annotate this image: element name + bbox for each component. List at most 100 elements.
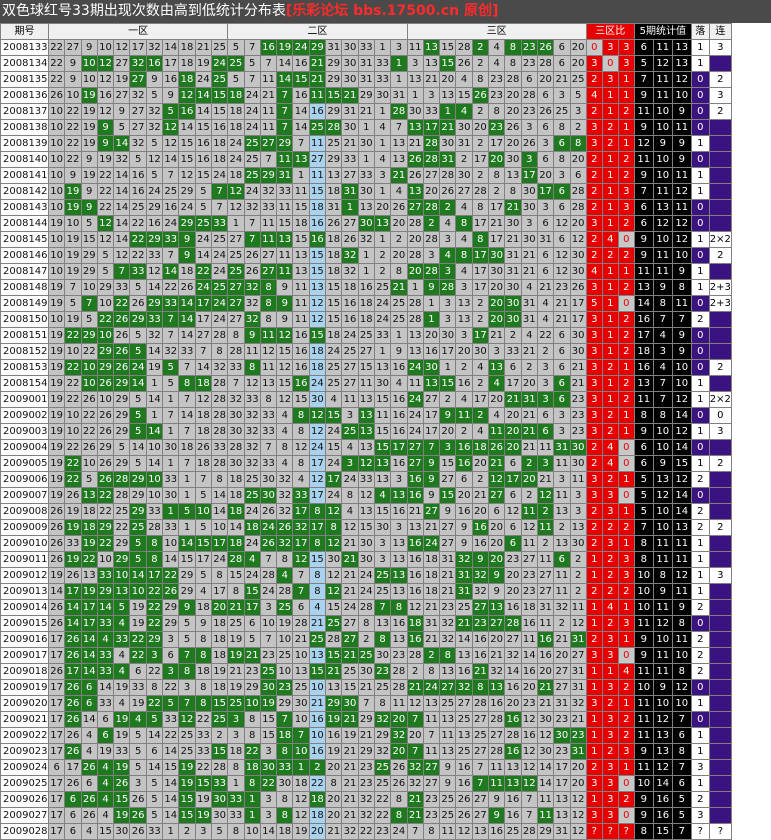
count-cell: 11 <box>390 695 408 712</box>
stat-cell: 12 <box>652 711 673 728</box>
count-cell: 24 <box>308 439 327 456</box>
count-cell: 30 <box>569 343 587 360</box>
count-cell: 8 <box>243 359 261 376</box>
count-cell: 11 <box>553 487 571 504</box>
stat-cell: 9 <box>633 423 654 440</box>
count-cell: 4 <box>80 743 98 760</box>
count-cell: 30 <box>439 135 457 152</box>
table-row: 2008147 10 19 29 5 7 33 12 14 18 22 24 25 26 27 11 13 15 1… <box>0 263 732 280</box>
count-cell: 10 <box>308 727 327 744</box>
count-cell: 12 <box>243 375 261 392</box>
count-cell: 33 <box>341 151 359 168</box>
table-row: 2009022 17 26 4 6 19 5 14 22 25 33 2 3 8 15 18 7 10 16 19 21… <box>0 727 732 744</box>
count-cell: 11 <box>520 631 538 648</box>
count-cell: 9 <box>145 71 164 88</box>
count-cell: 27 <box>259 247 278 264</box>
count-cell: 16 <box>390 359 408 376</box>
stat-cell: 8 <box>671 615 692 632</box>
count-cell: 26 <box>64 743 82 760</box>
count-cell: 24 <box>210 311 229 328</box>
count-cell: 8 <box>488 167 506 184</box>
period-cell: 2009020 <box>0 695 49 712</box>
count-cell: 28 <box>406 215 424 232</box>
count-cell: 22 <box>162 567 180 584</box>
count-cell: 30 <box>308 391 327 408</box>
stat-cell: 9 <box>671 343 692 360</box>
count-cell: 22 <box>96 487 115 504</box>
count-cell: 12 <box>292 807 310 824</box>
count-cell: 6 <box>553 551 571 568</box>
count-cell: 2 <box>373 247 392 264</box>
count-cell: 29 <box>145 631 164 648</box>
count-cell: 14 <box>80 711 98 728</box>
count-cell: 24 <box>178 199 196 216</box>
count-cell: 7 <box>259 439 278 456</box>
table-row: 2009008 26 19 18 22 25 29 33 1 5 10 14 18 24 26 32 17 8 12… <box>0 503 732 520</box>
count-cell: 18 <box>422 551 441 568</box>
count-cell: 25 <box>373 759 392 776</box>
count-cell: 3 <box>439 439 457 456</box>
count-cell: 5 <box>96 247 115 264</box>
count-cell: 14 <box>113 199 131 216</box>
stat-cell: 11 <box>652 247 673 264</box>
count-cell: 20 <box>520 679 538 696</box>
count-cell: 18 <box>227 487 245 504</box>
count-cell: 21 <box>308 55 327 72</box>
count-cell: 7 <box>113 263 131 280</box>
stat-cell: 9 <box>633 247 654 264</box>
count-cell: 1 <box>162 503 180 520</box>
count-cell: 2 <box>390 231 408 248</box>
count-cell: 9 <box>455 519 473 536</box>
stat-cell: 7 <box>652 391 673 408</box>
count-cell: 13 <box>80 567 98 584</box>
count-cell: 13 <box>357 503 375 520</box>
count-cell: 13 <box>357 423 375 440</box>
count-cell: 28 <box>227 551 245 568</box>
lian-cell: 2×2 <box>708 231 732 248</box>
count-cell: 14 <box>178 535 196 552</box>
count-cell: 24 <box>210 55 229 72</box>
count-cell: 20 <box>504 439 522 456</box>
count-cell: 21 <box>227 599 245 616</box>
count-cell: 24 <box>210 295 229 312</box>
count-cell: 28 <box>422 231 441 248</box>
count-cell: 12 <box>292 791 310 808</box>
count-cell: 3 <box>536 199 555 216</box>
count-cell: 16 <box>129 183 147 200</box>
count-cell: 14 <box>64 615 82 632</box>
lian-cell <box>708 135 732 152</box>
count-cell: 28 <box>455 39 473 56</box>
count-cell: 16 <box>488 823 506 840</box>
count-cell: 1 <box>243 807 261 824</box>
count-cell: 32 <box>341 823 359 840</box>
count-cell: 8 <box>308 583 327 600</box>
count-cell: 19 <box>96 151 115 168</box>
table-row: 2008150 10 19 5 22 26 29 33 7 14 17 24 27 32 8 9 11 12 15 1… <box>0 311 732 328</box>
count-cell: 28 <box>145 519 164 536</box>
count-cell: 30 <box>553 727 571 744</box>
count-cell: 3 <box>536 455 555 472</box>
count-cell: 27 <box>308 151 327 168</box>
count-cell: 1 <box>227 775 245 792</box>
count-cell: 13 <box>276 231 294 248</box>
ratio-cell: 1 <box>617 407 635 424</box>
count-cell: 5 <box>80 471 98 488</box>
count-cell: 33 <box>259 423 278 440</box>
stat-cell: 14 <box>671 503 692 520</box>
count-cell: 30 <box>373 87 392 104</box>
count-cell: 25 <box>210 231 229 248</box>
count-cell: 8 <box>357 615 375 632</box>
count-cell: 2 <box>471 375 490 392</box>
count-cell: 25 <box>455 599 473 616</box>
stat-cell: 13 <box>671 39 692 56</box>
count-cell: 21 <box>569 375 587 392</box>
table-row: 2009001 19 22 26 10 29 5 14 1 7 12 28 32 33 8 12 15 30 4 11… <box>0 391 732 408</box>
luo-cell: 0 <box>690 215 710 232</box>
count-cell: 5 <box>64 295 82 312</box>
count-cell: 14 <box>113 215 131 232</box>
count-cell: 13 <box>292 247 310 264</box>
count-cell: 19 <box>227 631 245 648</box>
count-cell: 7 <box>178 423 196 440</box>
count-cell: 25 <box>390 311 408 328</box>
table-row: 2009016 17 26 14 4 33 22 29 3 5 8 18 19 5 7 10 21 25 28 27 2… <box>0 631 732 648</box>
